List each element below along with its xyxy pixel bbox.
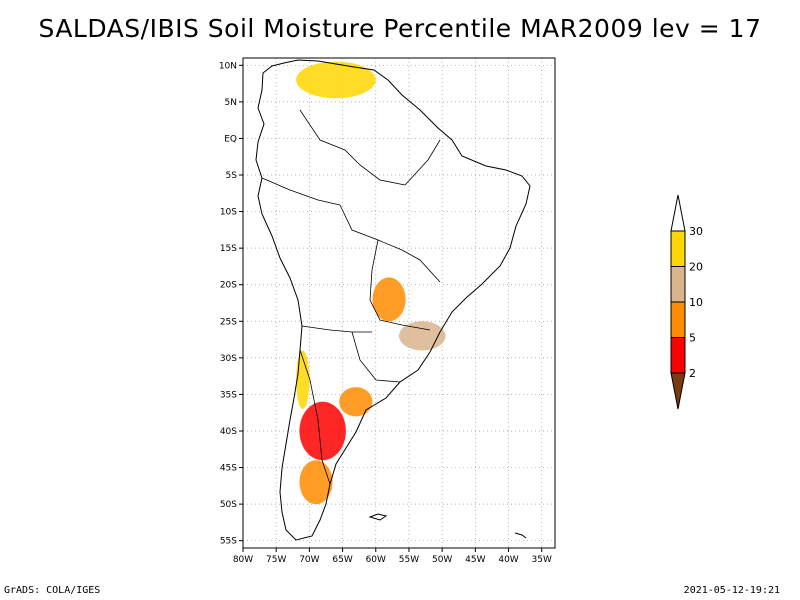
lat-tick-label: 10N	[219, 61, 237, 71]
legend-swatch	[670, 266, 686, 303]
falkland-islands	[368, 513, 388, 521]
footer-timestamp: 2021-05-12-19:21	[683, 585, 780, 596]
map-title: SALDAS/IBIS Soil Moisture Percentile MAR…	[38, 14, 762, 43]
lat-tick-label: 5N	[225, 98, 237, 108]
dry-region-patagonia-core	[299, 401, 346, 461]
lat-tick-label: EQ	[224, 134, 237, 144]
lat-tick-label: 15S	[220, 244, 237, 254]
lat-tick-label: 5S	[226, 171, 238, 181]
legend-swatch	[670, 301, 686, 338]
lat-tick-label: 45S	[220, 464, 237, 474]
legend-label: 20	[689, 261, 703, 274]
map-frame	[242, 57, 556, 549]
dry-region-patagonia-south	[299, 460, 333, 505]
lon-tick-label: 55W	[399, 555, 419, 565]
lon-tick-label: 50W	[432, 555, 452, 565]
map-gridlines	[243, 58, 555, 548]
south-georgia-island	[514, 532, 527, 539]
continent-outline	[255, 59, 531, 541]
lat-tick-label: 25S	[220, 317, 237, 327]
lon-tick-label: 35W	[532, 555, 552, 565]
lon-tick-label: 75W	[266, 555, 286, 565]
dry-region-pampas-west	[339, 387, 373, 417]
lat-tick-label: 50S	[220, 500, 237, 510]
lat-tick-label: 20S	[220, 281, 237, 291]
lat-tick-label: 40S	[220, 427, 237, 437]
lat-tick-label: 55S	[220, 537, 237, 547]
lon-tick-label: 40W	[498, 555, 518, 565]
lat-tick-label: 35S	[220, 390, 237, 400]
legend-label: 10	[689, 296, 703, 309]
lon-tick-label: 60W	[366, 555, 386, 565]
longitude-tick-labels: 80W 75W 70W 65W 60W 55W 50W 45W 40W 35W	[233, 548, 552, 565]
legend-label: 30	[689, 225, 703, 238]
legend-label: 5	[689, 332, 696, 345]
dry-region-chile-central	[296, 350, 310, 410]
legend-label: 2	[689, 367, 696, 380]
footer-credit: GrADS: COLA/IGES	[4, 585, 101, 596]
legend-swatch	[670, 337, 686, 374]
dry-region-venezuela-north	[296, 61, 376, 99]
country-borders	[261, 109, 441, 485]
legend-swatch	[670, 230, 686, 267]
lon-tick-label: 80W	[233, 555, 253, 565]
legend-colorbar: 2 5 10 20 30	[670, 194, 703, 410]
lon-tick-label: 70W	[299, 555, 319, 565]
legend-swatch-top	[670, 194, 686, 232]
lat-tick-label: 30S	[220, 354, 237, 364]
dry-region-paraguay-chaco	[372, 277, 406, 322]
moisture-fill-layer	[296, 61, 446, 505]
lon-tick-label: 65W	[332, 555, 352, 565]
lat-tick-label: 10S	[220, 208, 237, 218]
latitude-tick-labels: 10N 5N EQ 5S 10S 15S 20S 25S 30S 35S 40S 45S 50S 55S	[219, 61, 243, 547]
legend-swatch-bottom	[670, 372, 686, 410]
lon-tick-label: 45W	[465, 555, 485, 565]
